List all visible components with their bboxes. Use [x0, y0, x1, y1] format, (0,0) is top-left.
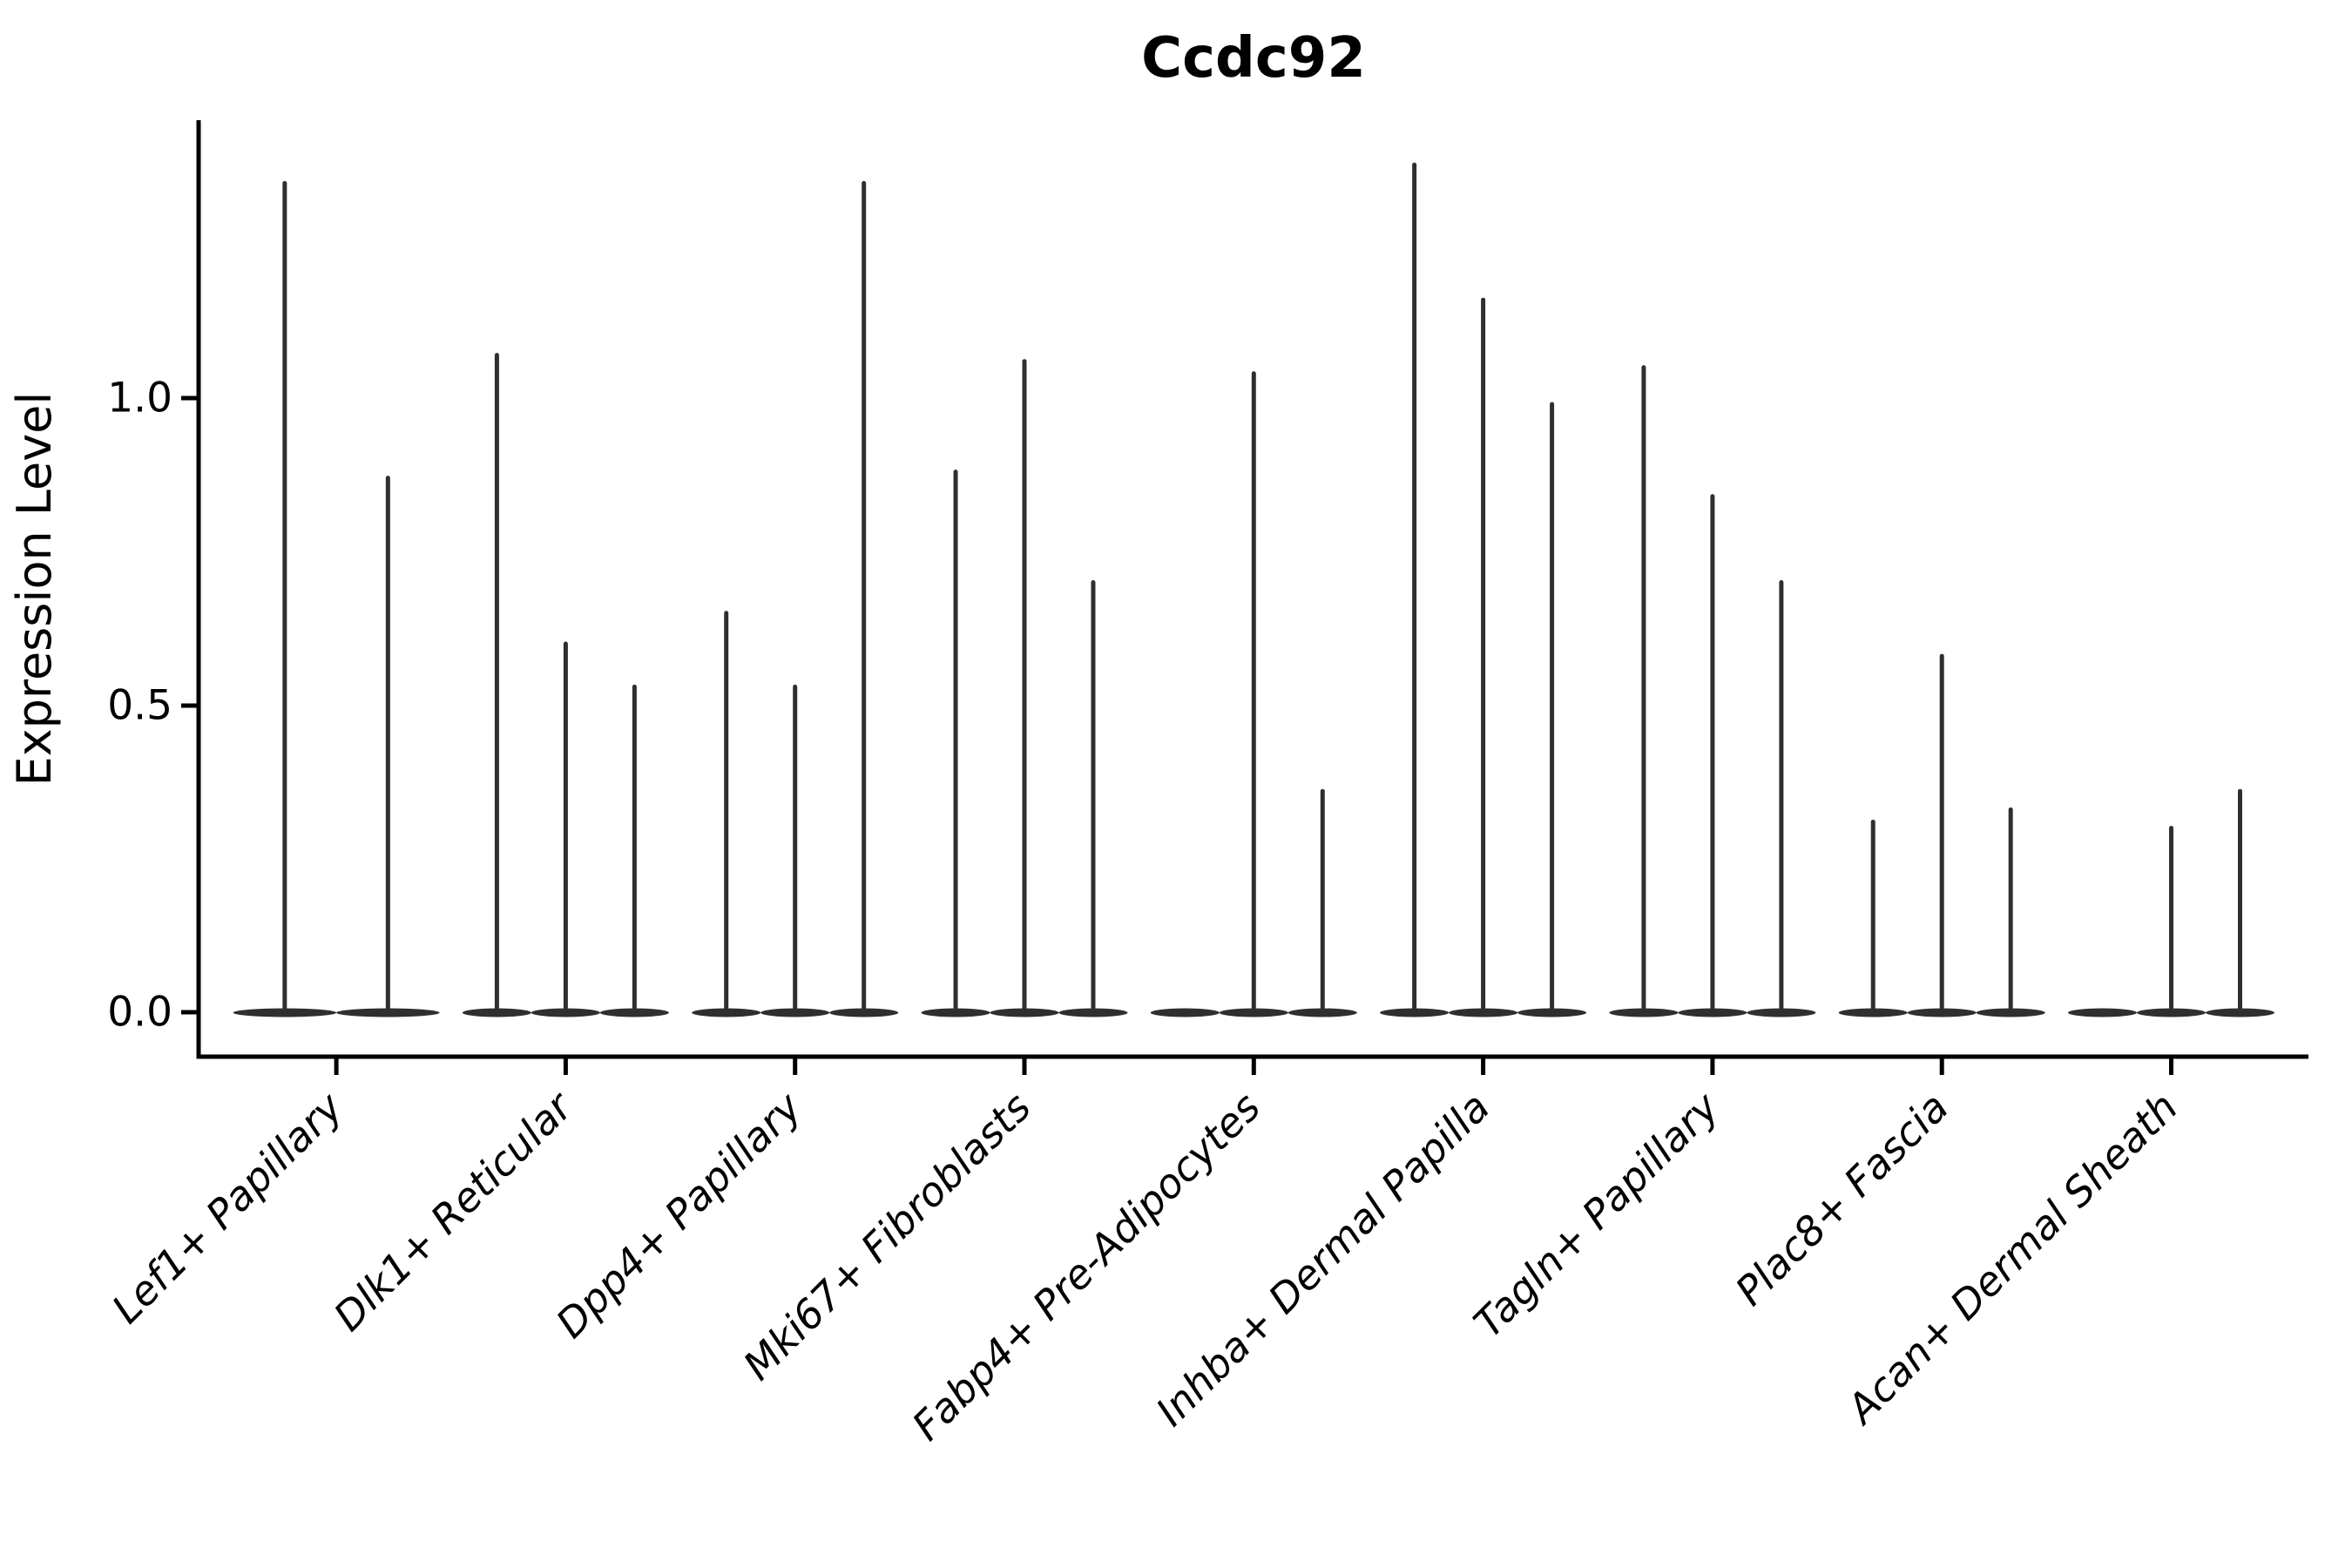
violin: [233, 180, 337, 1017]
violin: [1747, 580, 1816, 1017]
violin: [1678, 494, 1747, 1017]
violin: [1517, 402, 1587, 1017]
violin: [1907, 653, 1977, 1017]
violin-baseline: [1150, 1008, 1220, 1017]
x-tick-label: Dpp4+ Papillary: [547, 1083, 811, 1347]
y-tick-marks: [181, 395, 199, 1015]
violin: [990, 359, 1059, 1017]
y-tick-label: 0.5: [107, 682, 172, 730]
violin: [1288, 788, 1357, 1017]
violin: [1609, 365, 1679, 1017]
violin: [1380, 162, 1450, 1017]
violin: [1976, 807, 2045, 1017]
violins-layer: [233, 162, 2274, 1017]
x-tick-label: Dlk1+ Reticular: [325, 1081, 584, 1340]
violin: [829, 180, 899, 1017]
x-tick-label: Tagln+ Papillary: [1464, 1083, 1728, 1347]
violin: [336, 476, 440, 1017]
plot-title: Ccdc92: [1141, 26, 1366, 91]
violin: [760, 684, 830, 1017]
y-tick-label: 0.0: [107, 989, 172, 1037]
violin: [921, 470, 990, 1017]
violin: [1150, 1008, 1220, 1017]
violin-baseline: [2068, 1008, 2138, 1017]
x-tick-marks: [334, 1057, 2173, 1075]
violin: [599, 684, 669, 1017]
y-tick-label: 1.0: [107, 375, 172, 422]
x-tick-label: Plac8+ Fascia: [1727, 1084, 1957, 1315]
violin: [531, 641, 600, 1017]
violin: [462, 353, 531, 1017]
y-axis-label: Expression Level: [7, 392, 62, 787]
violin: [2068, 1008, 2138, 1017]
violin: [1838, 819, 1908, 1017]
violin: [1058, 580, 1128, 1017]
violin: [2137, 826, 2206, 1017]
violin: [692, 611, 761, 1017]
violin: [1449, 297, 1518, 1017]
violin: [1219, 371, 1288, 1017]
violin: [2205, 788, 2274, 1017]
axes-spines: [196, 120, 2308, 1059]
x-tick-label: Lef1+ Papillary: [103, 1083, 352, 1332]
